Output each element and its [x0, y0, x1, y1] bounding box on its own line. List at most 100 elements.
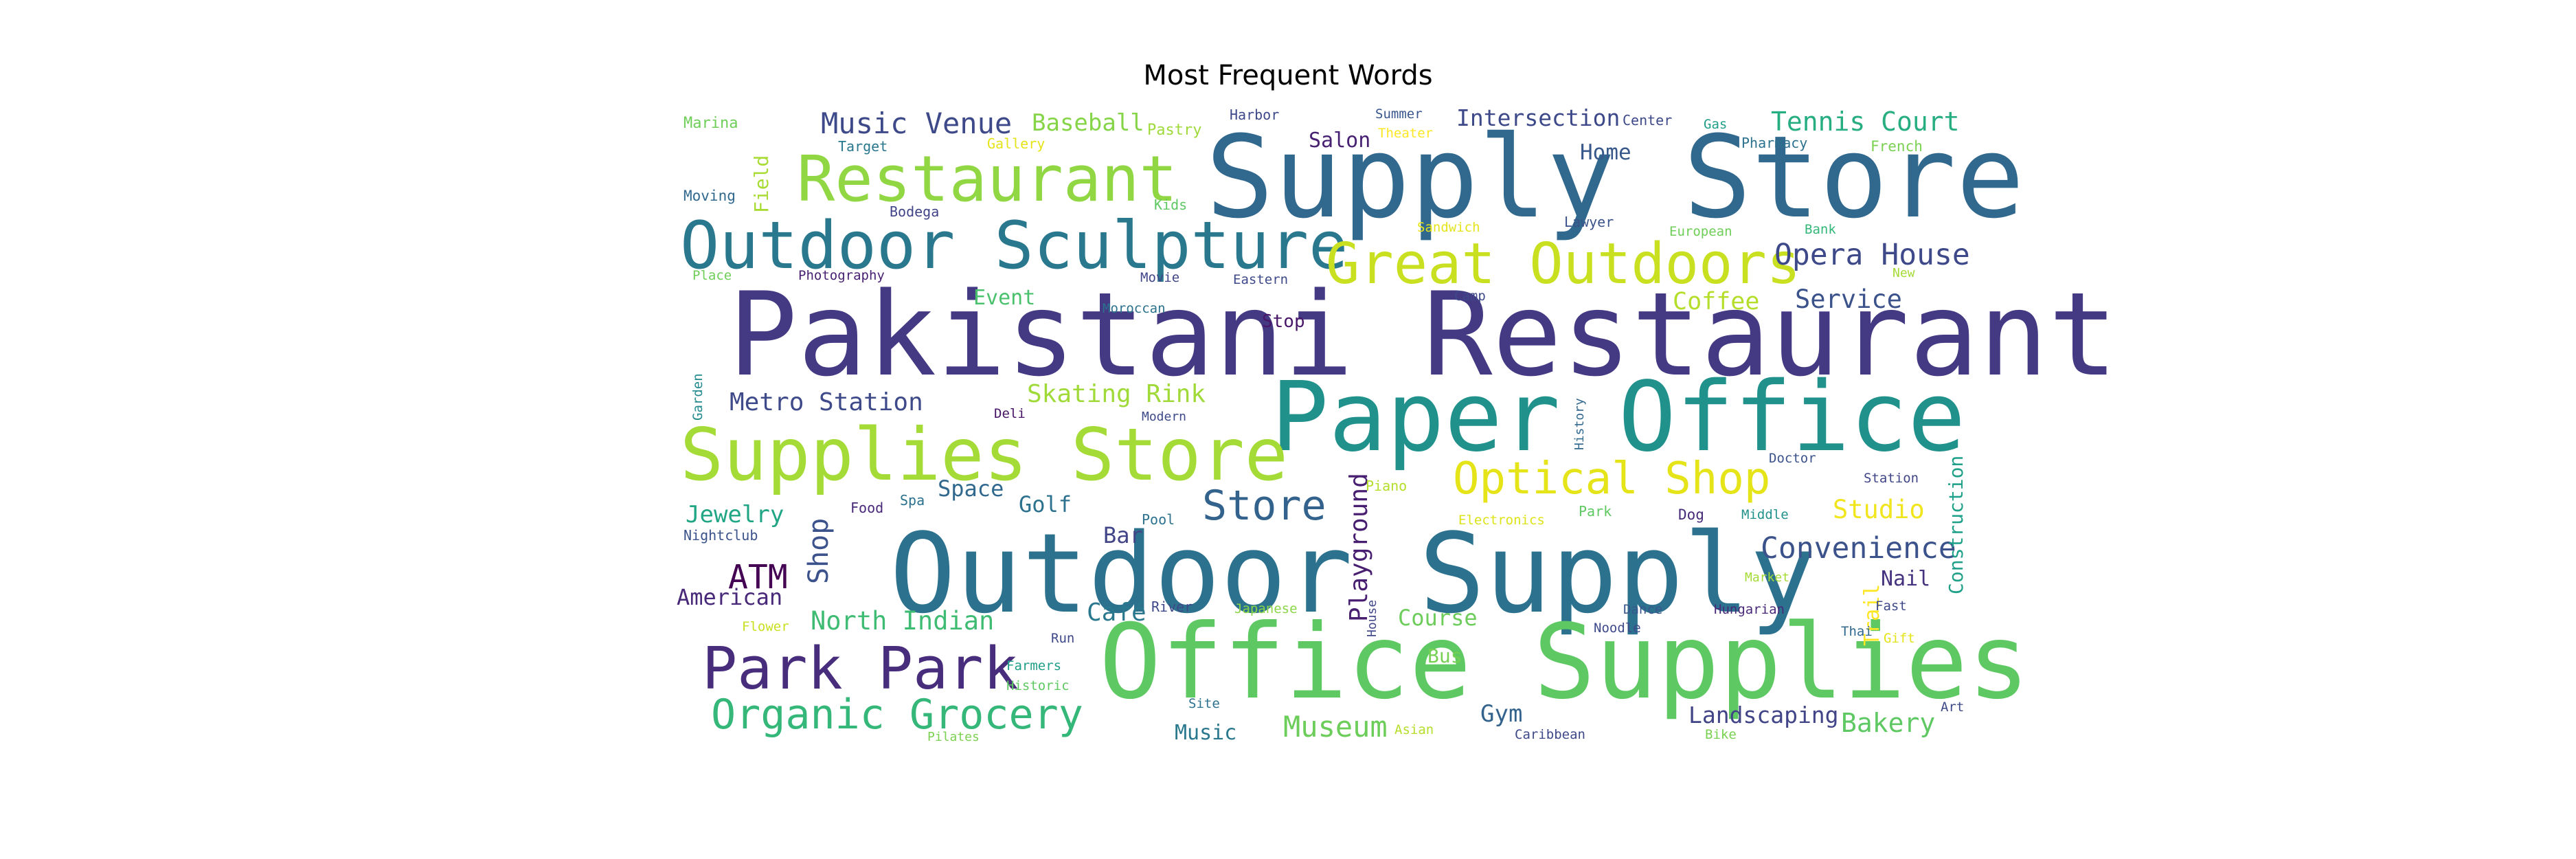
word-historic: Historic [1006, 678, 1070, 693]
word-great-outdoors: Great Outdoors [1326, 232, 1800, 297]
word-american: American [677, 584, 782, 610]
word-movie: Movie [1140, 270, 1179, 285]
word-bike: Bike [1705, 727, 1737, 742]
word-food: Food [850, 500, 883, 516]
word-optical-shop: Optical Shop [1453, 454, 1770, 504]
word-gas: Gas [1704, 117, 1727, 132]
word-flower: Flower [742, 619, 789, 634]
word-pool: Pool [1142, 511, 1175, 528]
word-new: New [1893, 266, 1915, 280]
word-outdoor-sculpture: Outdoor Sculpture [680, 208, 1348, 284]
word-convenience: Convenience [1761, 531, 1956, 566]
word-target: Target [838, 138, 888, 155]
word-pharmacy: Pharmacy [1741, 135, 1807, 151]
word-intersection: Intersection [1456, 104, 1620, 131]
word-construction: Construction [1945, 456, 1967, 594]
word-farmers: Farmers [1006, 658, 1061, 673]
word-shop: Shop [803, 518, 835, 584]
word-kids: Kids [1154, 197, 1187, 213]
word-jewelry: Jewelry [686, 501, 784, 528]
word-deli: Deli [994, 406, 1026, 421]
word-center: Center [1623, 112, 1672, 129]
word-office-supplies: Office Supplies [1099, 603, 2030, 722]
word-modern: Modern [1142, 410, 1186, 424]
word-service: Service [1795, 285, 1902, 314]
word-caf-: Café [1087, 599, 1146, 627]
word-park: Park [1579, 503, 1612, 520]
word-dog: Dog [1678, 506, 1704, 523]
word-park-park: Park Park [702, 635, 1019, 703]
word-restaurant: Restaurant [797, 142, 1177, 216]
word-house: House [1365, 600, 1379, 637]
word-place: Place [692, 268, 732, 283]
word-music-venue: Music Venue [821, 107, 1012, 140]
word-bank: Bank [1805, 222, 1836, 237]
word-museum: Museum [1283, 710, 1388, 744]
word-garden: Garden [690, 373, 705, 421]
word-station: Station [1864, 471, 1919, 486]
word-paper-office: Paper Office [1271, 361, 1965, 473]
word-metro-station: Metro Station [730, 388, 923, 416]
word-japanese: Japanese [1234, 601, 1298, 616]
word-art: Art [1941, 700, 1964, 715]
word-gift: Gift [1884, 631, 1915, 646]
word-river: River [1151, 599, 1193, 615]
word-middle: Middle [1741, 507, 1789, 522]
word-tennis-court: Tennis Court [1771, 107, 1960, 137]
word-asian: Asian [1394, 722, 1434, 737]
word-nail: Nail [1881, 567, 1930, 591]
word-lawyer: Lawyer [1564, 214, 1614, 230]
word-golf: Golf [1019, 491, 1072, 517]
word-playground: Playground [1345, 473, 1373, 622]
word-outdoor-supply: Outdoor Supply [890, 509, 1816, 638]
word-salon: Salon [1309, 129, 1370, 153]
word-bus: Bus [1427, 645, 1462, 667]
word-gym: Gym [1480, 700, 1522, 728]
word-camp: Camp [1454, 289, 1486, 304]
word-event: Event [973, 286, 1035, 310]
word-course: Course [1398, 605, 1478, 631]
word-supply-store: Supply Store [1206, 111, 2024, 243]
word-landscaping: Landscaping [1688, 702, 1839, 728]
word-atm: ATM [728, 558, 788, 596]
word-space: Space [938, 476, 1004, 502]
word-nightclub: Nightclub [683, 527, 758, 544]
word-moroccan: Moroccan [1103, 301, 1166, 316]
word-bakery: Bakery [1841, 708, 1935, 738]
word-moving: Moving [683, 188, 736, 204]
word-caribbean: Caribbean [1515, 727, 1585, 742]
word-eastern: Eastern [1233, 272, 1288, 287]
word-pastry: Pastry [1147, 122, 1201, 139]
word-gallery: Gallery [987, 135, 1045, 152]
word-pilates: Pilates [927, 730, 980, 744]
word-spa: Spa [900, 492, 925, 509]
word-supplies-store: Supplies Store [680, 413, 1288, 497]
chart-title: Most Frequent Words [1143, 60, 1433, 91]
word-fast: Fast [1875, 599, 1907, 614]
word-hungarian: Hungarian [1714, 602, 1785, 617]
word-piano: Piano [1366, 478, 1407, 494]
word-music: Music [1175, 721, 1236, 745]
word-baseball: Baseball [1032, 109, 1144, 137]
word-home: Home [1580, 140, 1631, 165]
word-market: Market [1745, 570, 1789, 585]
word-north-indian: North Indian [811, 606, 994, 636]
word-coffee: Coffee [1673, 288, 1759, 315]
word-noodle: Noodle [1594, 621, 1641, 636]
word-sandwich: Sandwich [1417, 220, 1480, 235]
word-organic-grocery: Organic Grocery [711, 691, 1083, 739]
word-doctor: Doctor [1769, 451, 1816, 466]
word-electronics: Electronics [1458, 513, 1545, 528]
word-studio: Studio [1833, 495, 1925, 524]
word-theater: Theater [1378, 126, 1433, 141]
word-marina: Marina [683, 115, 738, 132]
word-dance: Dance [1623, 602, 1662, 617]
word-history: History [1572, 398, 1587, 450]
word-bodega: Bodega [890, 203, 939, 220]
word-field: Field [750, 155, 773, 213]
word-site: Site [1188, 696, 1220, 711]
word-french: French [1871, 138, 1923, 155]
word-photography: Photography [798, 268, 885, 283]
